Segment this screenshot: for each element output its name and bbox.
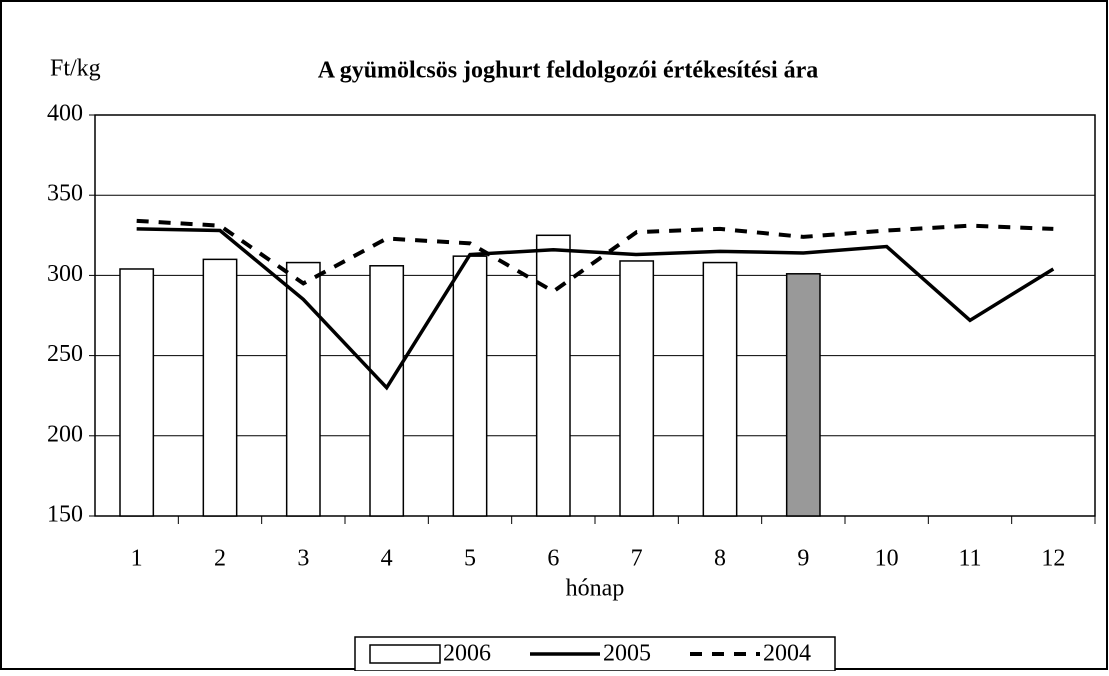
y-tick-label: 300 [47,261,83,287]
legend-label: 2005 [603,641,651,667]
x-tick-label: 6 [547,546,559,572]
x-tick-label: 2 [214,546,226,572]
x-tick-label: 5 [464,546,476,572]
x-tick-label: 7 [631,546,643,572]
bar [202,258,238,517]
y-tick-label: 200 [47,421,83,447]
y-tick-label: 350 [47,181,83,207]
legend-label: 2006 [443,641,491,667]
y-axis-label: Ft/kg [50,56,101,82]
bar [452,255,488,517]
x-tick-label: 4 [381,546,393,572]
bar [369,265,405,517]
y-tick-label: 400 [47,101,83,127]
bar [619,260,655,517]
legend-label: 2004 [763,641,811,667]
bar [119,268,155,517]
legend-swatch [369,644,441,664]
x-tick-label: 3 [297,546,309,572]
x-tick-label: 1 [131,546,143,572]
x-axis-label: hónap [566,576,625,602]
y-tick-label: 150 [47,502,83,528]
bar [785,273,821,517]
bar [702,261,738,517]
x-tick-label: 10 [875,546,899,572]
bar [285,261,321,517]
y-tick-label: 250 [47,341,83,367]
x-tick-label: 9 [797,546,809,572]
x-tick-label: 8 [714,546,726,572]
x-tick-label: 11 [958,546,981,572]
bar [535,234,571,517]
x-tick-label: 12 [1041,546,1065,572]
line [136,227,1055,391]
chart-title: A gyümölcsös joghurt feldolgozói értékes… [318,58,819,84]
line [136,218,1054,294]
